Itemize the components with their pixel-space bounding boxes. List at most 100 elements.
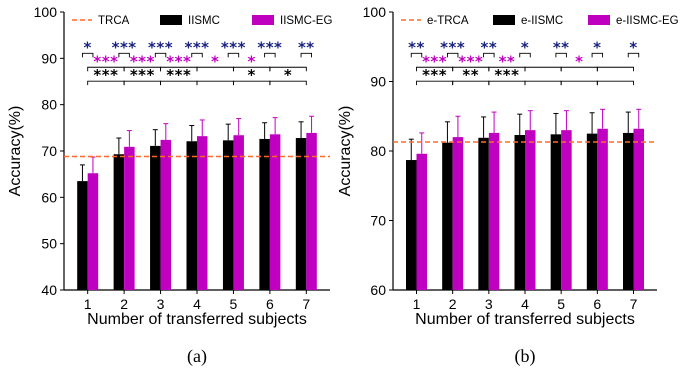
significance-mark: * <box>593 38 601 56</box>
significance-mark: *** <box>440 38 465 56</box>
significance-bracket <box>269 66 307 72</box>
significance-mark: ** <box>462 66 479 84</box>
significance-mark: ** <box>408 38 425 56</box>
y-tick-label: 100 <box>34 4 58 20</box>
bar <box>586 133 598 290</box>
x-tick-label: 4 <box>521 296 529 312</box>
x-tick-label: 6 <box>593 296 601 312</box>
significance-mark: *** <box>422 66 447 84</box>
x-tick-label: 7 <box>302 296 310 312</box>
significance-bracket <box>300 52 313 58</box>
significance-mark: * <box>84 38 92 56</box>
bar <box>259 138 270 290</box>
significance-bracket <box>591 52 604 58</box>
bar <box>633 128 644 290</box>
legend-baseline-label: TRCA <box>98 15 130 27</box>
bar <box>416 153 428 290</box>
significance-mark: *** <box>148 38 173 56</box>
bar <box>452 137 464 290</box>
significance-mark: ** <box>298 38 315 56</box>
x-tick-label: 2 <box>449 296 457 312</box>
bar <box>87 173 99 290</box>
significance-mark: * <box>629 38 637 56</box>
y-tick-label: 90 <box>41 50 57 66</box>
y-tick-label: 60 <box>370 282 386 298</box>
x-tick-label: 5 <box>230 296 238 312</box>
legend: e-TRCA e-IISMC e-IISMC-EG <box>401 15 679 27</box>
significance-bracket <box>410 52 423 58</box>
legend-series-swatch <box>252 15 274 25</box>
bar <box>222 140 234 290</box>
legend-series-label: IISMC-EG <box>280 15 332 27</box>
x-axis-label: Number of transferred subjects <box>415 311 635 328</box>
significance-bracket <box>154 52 167 58</box>
x-tick-label: 7 <box>630 296 638 312</box>
bar <box>150 145 161 290</box>
significance-bracket <box>191 52 203 58</box>
y-tick-label: 40 <box>41 282 57 298</box>
significance-bracket <box>483 52 495 58</box>
x-tick-label: 1 <box>413 296 421 312</box>
significance-bracket <box>264 52 276 58</box>
bar <box>478 137 489 290</box>
significance-mark: ** <box>499 52 516 70</box>
significance-mark: *** <box>494 66 519 84</box>
significance-bracket <box>555 52 567 58</box>
legend-series-swatch <box>493 15 515 25</box>
y-tick-label: 50 <box>41 236 57 252</box>
significance-mark: * <box>575 52 583 70</box>
significance-mark: *** <box>221 38 246 56</box>
bar <box>77 181 88 290</box>
significance-mark: *** <box>93 52 118 70</box>
panel-label: (b) <box>515 346 536 367</box>
legend-series-swatch <box>160 15 182 25</box>
significance-mark: * <box>247 66 255 84</box>
significance-mark: *** <box>184 38 209 56</box>
significance-bracket <box>596 80 634 86</box>
x-axis-label: Number of transferred subjects <box>87 311 307 328</box>
y-axis-label: Accuracy(%) <box>7 106 24 197</box>
significance-bracket <box>519 52 531 58</box>
x-tick-label: 1 <box>84 296 92 312</box>
significance-mark: *** <box>166 52 191 70</box>
bar <box>561 130 572 290</box>
legend-baseline-label: e-TRCA <box>427 15 469 27</box>
significance-mark: * <box>521 38 529 56</box>
bar <box>442 142 453 290</box>
x-tick-label: 6 <box>266 296 274 312</box>
x-tick-label: 2 <box>120 296 128 312</box>
bar <box>295 138 307 290</box>
significance-mark: ** <box>480 38 497 56</box>
legend: TRCA IISMC IISMC-EG <box>72 15 332 27</box>
y-tick-label: 80 <box>370 143 386 159</box>
y-tick-label: 100 <box>363 4 387 20</box>
bar <box>306 132 317 290</box>
bar <box>269 134 281 290</box>
bar <box>186 141 197 290</box>
significance-bracket <box>196 80 234 86</box>
bar <box>550 134 562 290</box>
significance-bracket <box>524 80 562 86</box>
significance-bracket <box>596 66 634 72</box>
significance-mark: *** <box>112 38 137 56</box>
y-tick-label: 90 <box>370 74 386 90</box>
significance-mark: *** <box>458 52 483 70</box>
legend-series-label: IISMC <box>188 15 220 27</box>
x-tick-label: 3 <box>485 296 493 312</box>
significance-bracket <box>227 52 240 58</box>
bar <box>525 130 536 290</box>
bar <box>233 135 244 290</box>
significance-mark: * <box>284 66 292 84</box>
panel-label: (a) <box>187 346 207 367</box>
bar <box>488 132 500 290</box>
significance-bracket <box>560 80 598 86</box>
significance-bracket <box>81 52 94 58</box>
legend-series-label: e-IISMC <box>521 15 563 27</box>
significance-bracket <box>524 66 562 72</box>
significance-mark: *** <box>257 38 282 56</box>
significance-mark: * <box>247 52 255 70</box>
legend-series-swatch <box>588 15 610 25</box>
significance-bracket <box>118 52 130 58</box>
